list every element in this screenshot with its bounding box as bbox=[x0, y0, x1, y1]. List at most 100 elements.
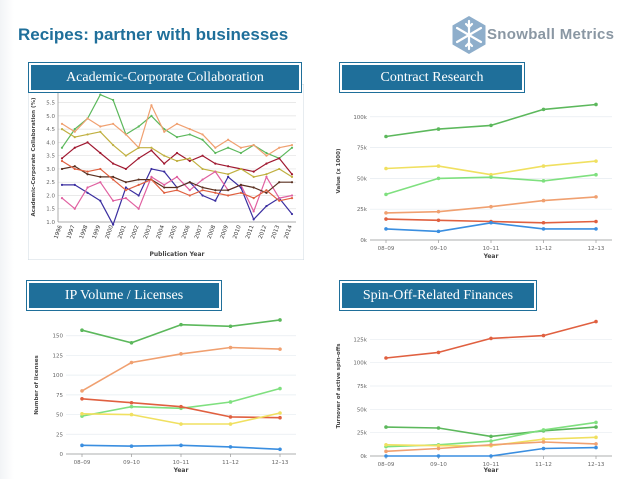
data-point-d bbox=[541, 437, 546, 441]
data-point-b bbox=[436, 164, 441, 168]
x-tick-label: 12–13 bbox=[588, 462, 605, 468]
data-point-s4 bbox=[265, 173, 268, 176]
data-point-s3 bbox=[86, 141, 89, 144]
data-point-s5 bbox=[290, 212, 294, 216]
data-point-b bbox=[80, 389, 84, 393]
data-point-s5 bbox=[252, 218, 255, 221]
data-point-f bbox=[594, 227, 598, 231]
data-point-s4 bbox=[290, 175, 294, 178]
data-point-s8 bbox=[252, 197, 255, 200]
data-point-s8 bbox=[278, 199, 281, 202]
data-point-s1 bbox=[150, 114, 153, 117]
data-point-s1 bbox=[137, 125, 140, 128]
data-point-s1 bbox=[239, 151, 242, 155]
x-tick-label: 12–13 bbox=[588, 246, 605, 252]
data-point-s5 bbox=[214, 199, 217, 202]
data-point-b bbox=[436, 426, 441, 430]
y-tick-label: 75 bbox=[56, 393, 63, 399]
data-point-s2 bbox=[290, 143, 294, 147]
data-point-f bbox=[384, 454, 388, 458]
data-point-e bbox=[80, 411, 84, 416]
x-tick-label: 08–09 bbox=[378, 462, 395, 468]
panel-label-collaboration: Academic-Corporate Collaboration bbox=[29, 63, 301, 92]
data-point-s3 bbox=[290, 173, 294, 176]
data-point-s2 bbox=[73, 130, 76, 133]
data-point-s5 bbox=[73, 183, 76, 186]
data-point-s6 bbox=[201, 178, 204, 181]
data-point-c bbox=[129, 404, 134, 409]
chart-spin-off-svg: 0k 25k 50k 75k 100k 125k 08–09 09–10 10–11 11–12 1… bbox=[336, 319, 612, 474]
data-point-s4 bbox=[278, 167, 281, 171]
data-point-c bbox=[594, 172, 598, 177]
data-point-a bbox=[384, 134, 388, 139]
y-tick-label: 125 bbox=[53, 353, 64, 359]
data-point-s7 bbox=[73, 165, 76, 168]
data-point-b bbox=[489, 172, 493, 177]
x-tick-label: 2004 bbox=[156, 224, 167, 240]
data-point-s7 bbox=[278, 181, 281, 184]
data-point-f bbox=[436, 229, 441, 234]
data-point-s6 bbox=[60, 197, 64, 200]
y-axis-title: Number of licenses bbox=[34, 354, 40, 414]
data-point-s8 bbox=[86, 170, 89, 173]
data-point-s1 bbox=[227, 146, 230, 149]
snowball-logo bbox=[452, 16, 486, 54]
x-tick-label: 10–11 bbox=[173, 460, 190, 466]
data-point-f bbox=[594, 445, 598, 450]
data-point-s3 bbox=[163, 162, 166, 165]
brand-name: Snowball Metrics bbox=[487, 26, 615, 43]
data-point-a bbox=[489, 336, 493, 341]
data-point-f bbox=[489, 220, 493, 225]
data-point-b bbox=[594, 159, 598, 163]
page-title: Recipes: partner with businesses bbox=[18, 25, 289, 44]
data-point-b bbox=[489, 434, 493, 439]
y-tick-label: 1.5 bbox=[46, 207, 55, 213]
x-tick-label: 1999 bbox=[92, 224, 103, 240]
data-point-s7 bbox=[239, 183, 242, 186]
data-point-s2 bbox=[188, 128, 191, 131]
y-tick-label: 5.5 bbox=[46, 101, 55, 107]
data-point-c bbox=[384, 192, 388, 197]
data-point-s2 bbox=[60, 122, 64, 125]
data-point-c bbox=[541, 179, 546, 183]
data-point-s8 bbox=[227, 194, 230, 197]
data-point-d bbox=[384, 211, 388, 215]
data-point-s2 bbox=[278, 146, 281, 149]
data-point-d bbox=[179, 404, 183, 409]
data-point-s4 bbox=[163, 154, 166, 157]
data-point-s8 bbox=[201, 189, 204, 192]
data-point-s2 bbox=[175, 122, 179, 125]
data-point-s8 bbox=[214, 191, 217, 194]
data-point-s4 bbox=[60, 128, 64, 131]
data-point-s2 bbox=[86, 117, 89, 120]
data-point-s8 bbox=[150, 178, 153, 181]
data-point-s2 bbox=[252, 143, 255, 147]
data-point-s5 bbox=[163, 170, 166, 173]
data-point-s8 bbox=[112, 178, 115, 181]
data-point-s7 bbox=[265, 191, 268, 194]
data-point-s6 bbox=[73, 207, 76, 210]
data-point-s1 bbox=[214, 151, 217, 155]
data-point-d bbox=[489, 204, 493, 209]
data-point-f bbox=[228, 445, 233, 449]
x-axis-title: Publication Year bbox=[150, 251, 205, 258]
y-tick-label: 0k bbox=[360, 238, 367, 244]
data-point-a bbox=[228, 324, 233, 329]
y-tick-label: 25k bbox=[357, 207, 368, 213]
data-point-a bbox=[129, 341, 134, 345]
data-point-b bbox=[594, 425, 598, 429]
data-point-s3 bbox=[124, 167, 127, 171]
series-line-d bbox=[385, 196, 597, 214]
x-tick-label: 11–12 bbox=[535, 246, 552, 252]
data-point-s3 bbox=[265, 162, 268, 165]
x-tick-label: 2000 bbox=[105, 224, 116, 240]
data-point-e bbox=[541, 440, 546, 444]
data-point-c bbox=[489, 175, 493, 179]
data-point-s7 bbox=[252, 186, 255, 189]
y-tick-label: 0 bbox=[60, 452, 64, 458]
data-point-a bbox=[179, 322, 183, 327]
data-point-s6 bbox=[124, 197, 127, 200]
data-point-s2 bbox=[227, 138, 230, 141]
data-point-s2 bbox=[239, 146, 242, 149]
data-point-d bbox=[80, 397, 84, 401]
